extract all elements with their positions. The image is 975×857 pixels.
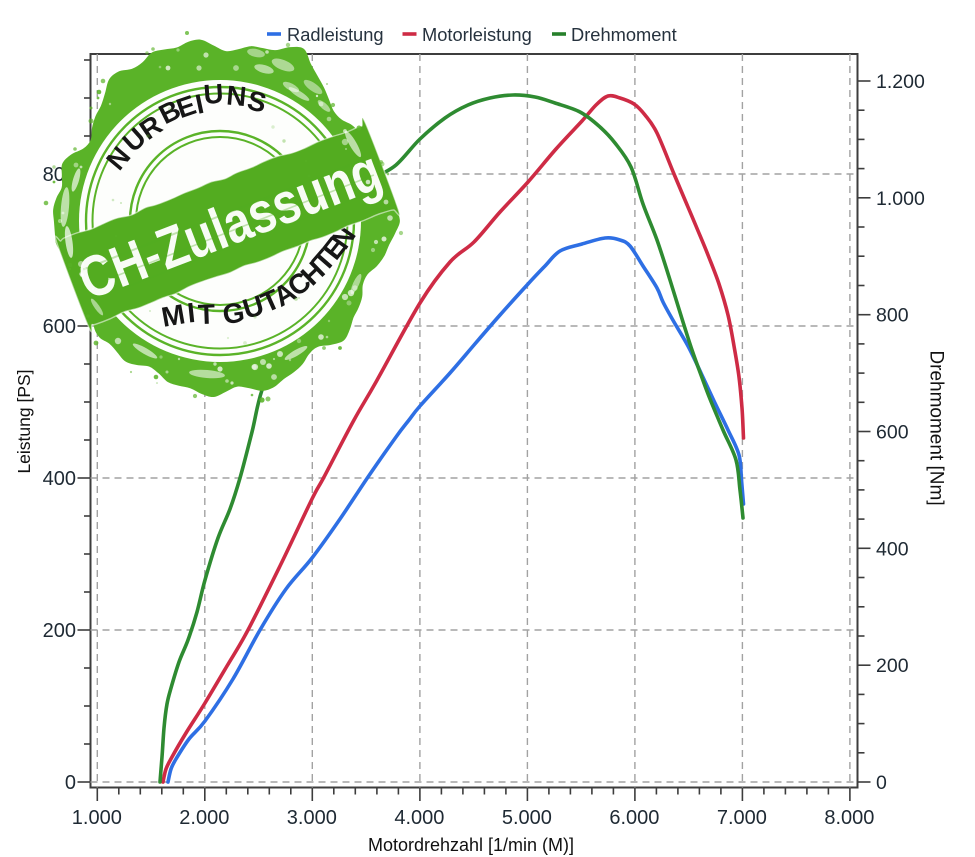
svg-text:800: 800 (876, 305, 909, 327)
svg-text:Motorleistung: Motorleistung (422, 24, 532, 45)
svg-text:Leistung [PS]: Leistung [PS] (14, 369, 34, 473)
svg-text:600: 600 (43, 316, 76, 338)
svg-text:T: T (197, 299, 215, 331)
svg-text:400: 400 (43, 468, 76, 490)
svg-text:0: 0 (65, 772, 76, 794)
svg-text:Radleistung: Radleistung (287, 24, 384, 45)
svg-text:400: 400 (876, 538, 909, 560)
svg-text:2.000: 2.000 (179, 807, 229, 829)
svg-text:7.000: 7.000 (717, 807, 767, 829)
svg-text:N: N (225, 79, 248, 112)
svg-text:I: I (186, 297, 197, 329)
svg-text:U: U (203, 78, 225, 110)
svg-text:6.000: 6.000 (609, 807, 659, 829)
svg-text:G: G (221, 297, 247, 331)
svg-text:1.200: 1.200 (876, 71, 925, 93)
svg-text:3.000: 3.000 (287, 807, 337, 829)
svg-text:4.000: 4.000 (394, 807, 444, 829)
svg-text:0: 0 (876, 772, 887, 794)
svg-text:600: 600 (876, 422, 909, 444)
svg-text:Drehmoment: Drehmoment (571, 24, 677, 45)
svg-text:200: 200 (43, 620, 76, 642)
svg-text:5.000: 5.000 (502, 807, 552, 829)
svg-text:Drehmoment [Nm]: Drehmoment [Nm] (926, 350, 947, 505)
svg-text:1.000: 1.000 (72, 807, 122, 829)
svg-text:Motordrehzahl [1/min (M)]: Motordrehzahl [1/min (M)] (368, 835, 574, 855)
svg-text:M: M (159, 298, 187, 333)
svg-text:200: 200 (876, 655, 909, 677)
svg-text:8.000: 8.000 (824, 807, 874, 829)
svg-text:1.000: 1.000 (876, 188, 925, 210)
